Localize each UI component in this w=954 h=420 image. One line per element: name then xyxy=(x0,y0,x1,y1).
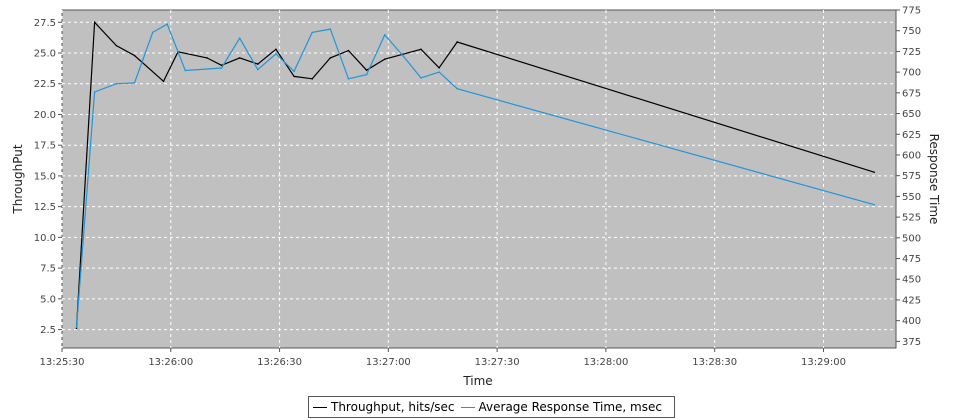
y-axis-title: ThroughPut xyxy=(11,144,25,214)
y-tick-label: 25.0 xyxy=(34,49,56,60)
data-point-throughput xyxy=(257,63,259,65)
legend-item-throughput: Throughput, hits/sec xyxy=(313,400,455,414)
y2-tick-label: 675 xyxy=(902,88,921,99)
legend-item-response-time: Average Response Time, msec xyxy=(460,400,662,414)
data-point-throughput xyxy=(115,44,118,47)
x-tick-label: 13:26:30 xyxy=(257,357,302,368)
data-point-throughput xyxy=(206,57,208,59)
y2-tick-label: 375 xyxy=(902,337,921,348)
y2-tick-label: 550 xyxy=(902,192,921,203)
x-tick-label: 13:25:30 xyxy=(40,357,85,368)
y2-tick-label: 700 xyxy=(902,68,921,79)
series-line-response-time xyxy=(75,23,875,328)
data-point-response-time xyxy=(383,34,386,36)
data-point-throughput xyxy=(275,48,277,51)
x-tick-label: 13:29:00 xyxy=(801,357,846,368)
data-point-response-time xyxy=(275,53,277,55)
plot-area xyxy=(61,9,897,349)
data-point-throughput xyxy=(329,57,332,59)
y-tick-label: 10.0 xyxy=(34,233,56,244)
y2-tick-label: 625 xyxy=(902,130,921,141)
data-point-throughput xyxy=(162,80,165,83)
data-point-throughput xyxy=(347,49,350,52)
gridlines xyxy=(61,10,896,348)
y-tick-label: 20.0 xyxy=(34,110,56,121)
data-point-throughput xyxy=(220,64,223,67)
data-point-throughput xyxy=(133,54,136,57)
y-tick-label: 15.0 xyxy=(34,171,56,182)
data-point-response-time xyxy=(257,68,259,71)
x-tick-label: 13:26:00 xyxy=(148,357,193,368)
data-point-throughput xyxy=(456,41,459,43)
legend-swatch-response-time xyxy=(460,406,475,408)
data-point-response-time xyxy=(420,77,422,79)
y2-tick-label: 425 xyxy=(902,295,921,306)
data-point-response-time xyxy=(133,82,136,84)
data-point-throughput xyxy=(420,48,422,51)
data-point-throughput xyxy=(873,171,876,174)
y2-tick-label: 750 xyxy=(902,26,921,37)
legend-swatch-throughput xyxy=(313,406,327,408)
data-point-response-time xyxy=(184,69,187,72)
data-point-response-time xyxy=(402,54,404,57)
y2-tick-label: 500 xyxy=(902,233,921,244)
y2-tick-label: 450 xyxy=(902,275,921,286)
y2-tick-label: 650 xyxy=(902,109,921,120)
data-point-response-time xyxy=(238,37,241,39)
y2-tick-label: 525 xyxy=(902,213,921,224)
data-point-response-time xyxy=(293,70,295,73)
data-point-response-time xyxy=(873,203,876,206)
x-tick-label: 13:28:00 xyxy=(583,357,628,368)
data-point-response-time xyxy=(329,28,332,30)
x-tick-label: 13:27:30 xyxy=(475,357,520,368)
x-axis-ticks: 13:25:30 13:26:00 13:26:30 13:27:00 13:27:30… xyxy=(40,348,846,368)
legend-label-response-time: Average Response Time, msec xyxy=(478,400,662,414)
y2-tick-label: 400 xyxy=(902,316,921,327)
series-layer xyxy=(75,20,876,330)
data-point-response-time xyxy=(347,77,350,80)
y-tick-label: 27.5 xyxy=(34,18,56,29)
y-tick-label: 7.5 xyxy=(40,264,56,275)
data-point-response-time xyxy=(115,82,118,85)
y2-tick-label: 725 xyxy=(902,47,921,58)
x-tick-label: 13:27:00 xyxy=(366,357,411,368)
data-point-response-time xyxy=(93,91,96,93)
y2-axis-ticks: 375 400 425 450 475 500 525 550 575 600 625 650 675 7… xyxy=(896,6,921,348)
data-point-throughput xyxy=(383,58,386,60)
y-tick-label: 2.5 xyxy=(40,325,56,336)
y-tick-label: 22.5 xyxy=(34,79,56,90)
y-tick-label: 17.5 xyxy=(34,141,56,152)
data-point-throughput xyxy=(293,75,295,78)
legend: Throughput, hits/sec Average Response Ti… xyxy=(308,396,675,418)
x-tick-label: 13:28:30 xyxy=(692,357,737,368)
y-axis-ticks: 2.5 5.0 7.5 10.0 12.5 15.0 17.5 20.0 22.5 25.0 27.… xyxy=(34,18,62,336)
y2-axis-title: Response Time xyxy=(927,134,941,225)
data-point-response-time xyxy=(75,326,78,329)
data-point-throughput xyxy=(238,57,241,59)
x-axis-title: Time xyxy=(462,374,492,388)
data-point-response-time xyxy=(456,87,459,90)
y2-tick-label: 600 xyxy=(902,150,921,161)
y-tick-label: 12.5 xyxy=(34,202,56,213)
y-tick-label: 5.0 xyxy=(40,294,56,305)
data-point-response-time xyxy=(166,23,168,25)
legend-label-throughput: Throughput, hits/sec xyxy=(331,400,455,414)
data-point-response-time xyxy=(220,67,223,69)
data-point-response-time xyxy=(438,71,440,73)
y2-tick-label: 575 xyxy=(902,171,921,182)
data-point-throughput xyxy=(311,78,314,80)
y2-tick-label: 475 xyxy=(902,254,921,265)
data-point-throughput xyxy=(438,66,440,69)
data-point-response-time xyxy=(151,31,154,34)
y2-tick-label: 775 xyxy=(902,6,921,17)
data-point-throughput xyxy=(365,69,368,72)
data-point-response-time xyxy=(311,31,314,34)
data-point-response-time xyxy=(365,73,368,76)
data-point-throughput xyxy=(93,21,96,24)
chart: 13:25:30 13:26:00 13:26:30 13:27:00 13:27:30… xyxy=(11,6,941,389)
